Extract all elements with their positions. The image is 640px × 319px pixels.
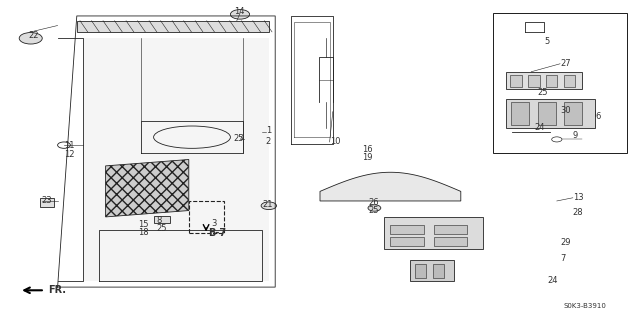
Text: 12: 12: [64, 150, 74, 159]
Text: 3: 3: [211, 219, 216, 228]
Bar: [189, 201, 224, 233]
Text: 24: 24: [534, 123, 545, 132]
Text: 14: 14: [234, 7, 244, 16]
Bar: [506, 99, 595, 128]
Text: 5: 5: [544, 37, 549, 46]
Bar: [564, 75, 575, 87]
Text: FR.: FR.: [48, 285, 66, 295]
Bar: [506, 72, 582, 89]
Circle shape: [261, 202, 276, 210]
Bar: [40, 198, 54, 207]
Text: 7: 7: [560, 254, 565, 263]
Bar: [528, 75, 540, 87]
Text: 9: 9: [573, 131, 578, 140]
Text: 29: 29: [560, 238, 570, 247]
Text: 25: 25: [368, 206, 378, 215]
Polygon shape: [320, 172, 461, 201]
Text: 10: 10: [330, 137, 340, 146]
Bar: [154, 216, 170, 223]
Bar: [564, 102, 582, 125]
Circle shape: [230, 10, 250, 19]
Bar: [511, 102, 529, 125]
Text: 24: 24: [547, 276, 557, 285]
Text: 25: 25: [538, 88, 548, 97]
Bar: [384, 217, 483, 249]
PathPatch shape: [83, 38, 269, 281]
Text: 19: 19: [362, 153, 372, 162]
Text: 15: 15: [138, 220, 148, 229]
Bar: [433, 264, 444, 278]
Bar: [510, 75, 522, 87]
Bar: [546, 75, 557, 87]
Text: 13: 13: [573, 193, 584, 202]
Text: B-7: B-7: [208, 228, 226, 238]
Bar: [410, 260, 454, 281]
Bar: [390, 225, 424, 234]
Text: S0K3-B3910: S0K3-B3910: [563, 303, 606, 309]
Text: 30: 30: [560, 106, 571, 115]
Bar: [390, 237, 424, 246]
Text: 23: 23: [42, 197, 52, 205]
Bar: [434, 225, 467, 234]
Text: 22: 22: [29, 31, 39, 40]
Text: 11: 11: [64, 141, 74, 150]
Bar: [415, 264, 426, 278]
Text: 4: 4: [240, 134, 245, 143]
Text: 16: 16: [362, 145, 372, 154]
Text: 27: 27: [560, 59, 571, 68]
Bar: [493, 13, 627, 153]
Circle shape: [19, 33, 42, 44]
Circle shape: [368, 205, 381, 211]
Text: 18: 18: [138, 228, 148, 237]
Text: 21: 21: [262, 200, 273, 209]
Text: 26: 26: [368, 198, 379, 207]
Text: 28: 28: [573, 208, 584, 217]
Bar: [77, 21, 269, 32]
Text: 1: 1: [266, 126, 271, 135]
Text: 25: 25: [157, 224, 167, 233]
Text: 8: 8: [157, 216, 162, 225]
Text: 6: 6: [595, 112, 600, 121]
Text: 2: 2: [266, 137, 271, 146]
Bar: [434, 237, 467, 246]
Bar: [538, 102, 556, 125]
Polygon shape: [106, 160, 189, 217]
Text: 25: 25: [234, 134, 244, 143]
